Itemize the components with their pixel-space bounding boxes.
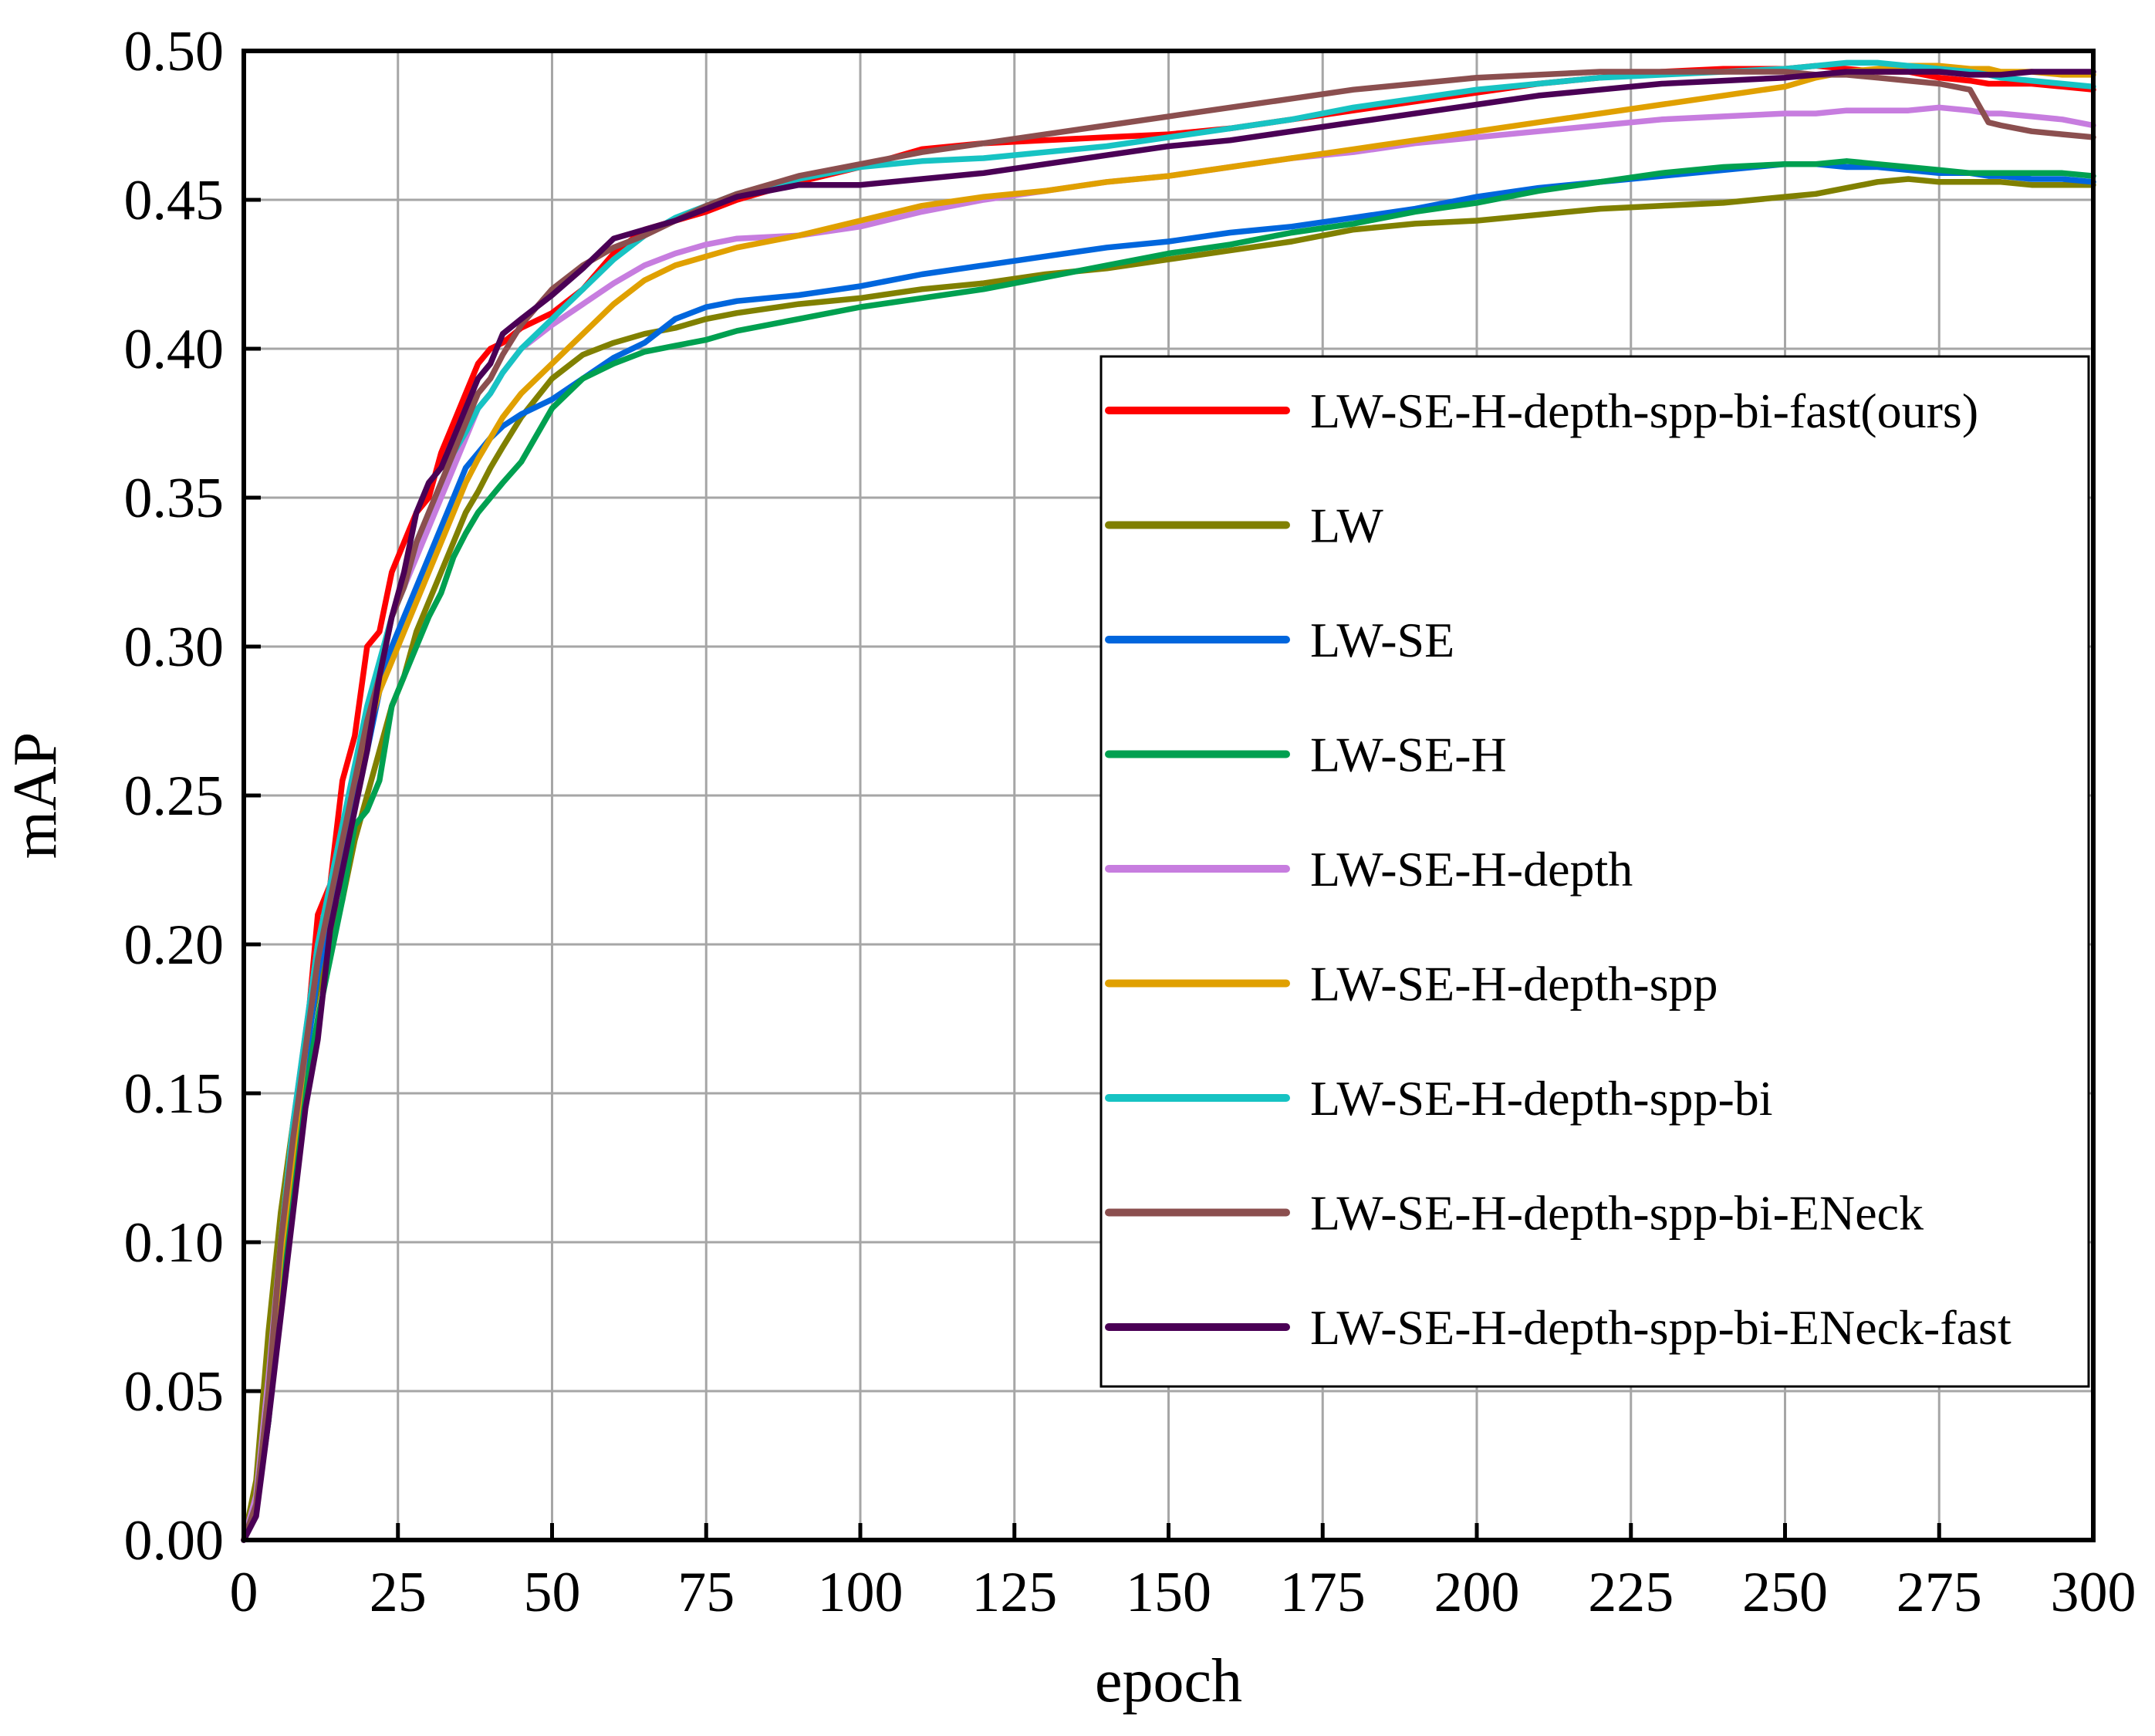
x-tick-label: 75: [677, 1561, 735, 1624]
x-tick-label: 0: [230, 1561, 258, 1624]
x-tick-label: 25: [370, 1561, 427, 1624]
legend-label: LW-SE-H-depth-spp-bi: [1310, 1071, 1773, 1126]
y-tick-label: 0.35: [124, 467, 225, 530]
y-tick-label: 0.30: [124, 616, 225, 679]
legend-label: LW-SE-H: [1310, 728, 1507, 782]
legend-label: LW-SE-H-depth-spp: [1310, 957, 1718, 1012]
series-line-9: [241, 69, 2096, 1543]
y-tick-label: 0.10: [124, 1211, 225, 1275]
x-tick-label: 250: [1742, 1561, 1828, 1624]
axis-ticks: 0 25 50 75 100 125 150 175 200 225 250 275 300 0.00 0.…: [124, 20, 2136, 1624]
y-axis-title: mAP: [2, 732, 69, 860]
x-tick-label: 175: [1280, 1561, 1366, 1624]
x-tick-label: 200: [1434, 1561, 1520, 1624]
legend-label: LW-SE-H-depth-spp-bi-fast(ours): [1310, 383, 1978, 438]
legend-label: LW: [1310, 498, 1383, 553]
legend-label: LW-SE-H-depth: [1310, 842, 1633, 897]
x-tick-label: 225: [1588, 1561, 1674, 1624]
y-tick-label: 0.05: [124, 1360, 225, 1424]
legend-label: LW-SE-H-depth-spp-bi-ENeck: [1310, 1186, 1924, 1241]
series-lines: [241, 59, 2096, 1543]
legend: LW-SE-H-depth-spp-bi-fast(ours) LW LW-SE LW…: [1099, 355, 2090, 1388]
x-tick-label: 300: [2051, 1561, 2136, 1624]
y-tick-label: 0.50: [124, 20, 225, 83]
x-tick-label: 275: [1897, 1561, 1982, 1624]
x-tick-label: 50: [524, 1561, 581, 1624]
series-line-4: [241, 158, 2096, 1543]
x-tick-label: 150: [1126, 1561, 1211, 1624]
y-tick-label: 0.40: [124, 318, 225, 381]
y-tick-label: 0.15: [124, 1062, 225, 1126]
legend-label: LW-SE: [1310, 613, 1454, 667]
y-tick-label: 0.45: [124, 169, 225, 232]
legend-label: LW-SE-H-depth-spp-bi-ENeck-fast: [1310, 1300, 2011, 1355]
y-tick-label: 0.00: [124, 1509, 225, 1572]
x-axis-title: epoch: [1095, 1647, 1242, 1715]
y-tick-label: 0.20: [124, 914, 225, 977]
x-tick-label: 125: [971, 1561, 1057, 1624]
y-tick-label: 0.25: [124, 765, 225, 828]
x-tick-label: 100: [818, 1561, 904, 1624]
